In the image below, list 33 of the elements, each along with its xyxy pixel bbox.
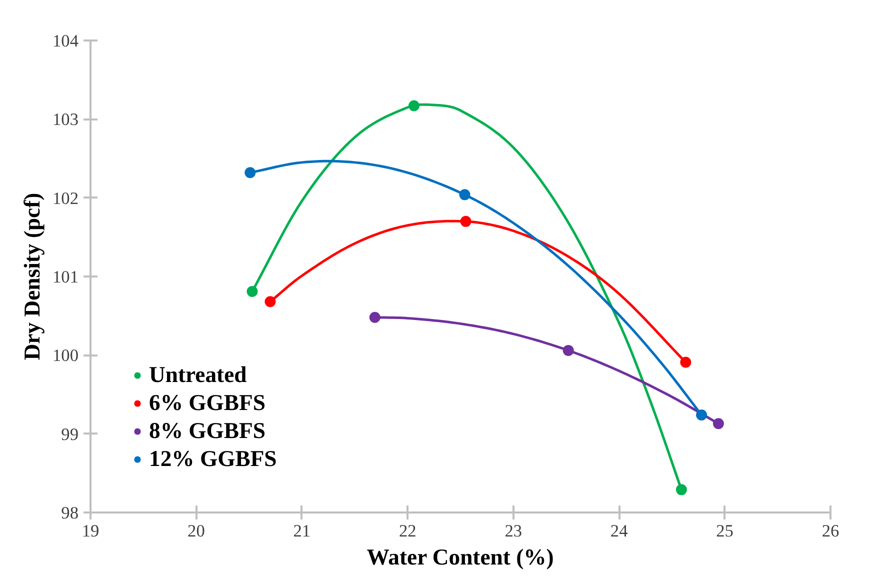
x-tick-label: 19	[82, 522, 100, 540]
legend-label: Untreated	[149, 362, 247, 388]
point	[244, 167, 256, 178]
point	[562, 344, 574, 356]
y-tick-label: 104	[52, 32, 79, 50]
y-tick-label: 103	[52, 110, 79, 130]
y-axis-title: Dry Density (pcf)	[20, 192, 45, 360]
point	[459, 189, 470, 200]
legend-label: 12% GGBFS	[149, 446, 277, 472]
point	[408, 100, 420, 112]
point	[369, 312, 380, 323]
x-tick-label: 22	[398, 522, 416, 540]
x-tick-label: 24	[610, 522, 628, 540]
x-tick-label: 25	[716, 522, 734, 540]
y-tick-label: 101	[52, 268, 79, 286]
y-tick-label: 98	[61, 504, 78, 522]
point	[246, 286, 258, 297]
y-tick-label: 99	[61, 424, 78, 444]
legend-label: 6% GGBFS	[149, 390, 266, 416]
point	[460, 216, 472, 227]
point	[264, 296, 276, 308]
x-tick-label: 20	[188, 522, 205, 540]
point	[680, 356, 692, 368]
legend-label: 8% GGBFS	[149, 418, 266, 444]
x-tick-label: 21	[293, 522, 311, 540]
y-tick-label: 102	[52, 188, 79, 208]
point	[676, 484, 687, 496]
point	[696, 409, 708, 420]
x-tick-label: 26	[822, 522, 840, 540]
y-tick-label: 100	[52, 346, 79, 366]
x-axis-title: Water Content (%)	[366, 544, 554, 570]
x-tick-label: 23	[504, 522, 522, 540]
point	[712, 418, 724, 430]
